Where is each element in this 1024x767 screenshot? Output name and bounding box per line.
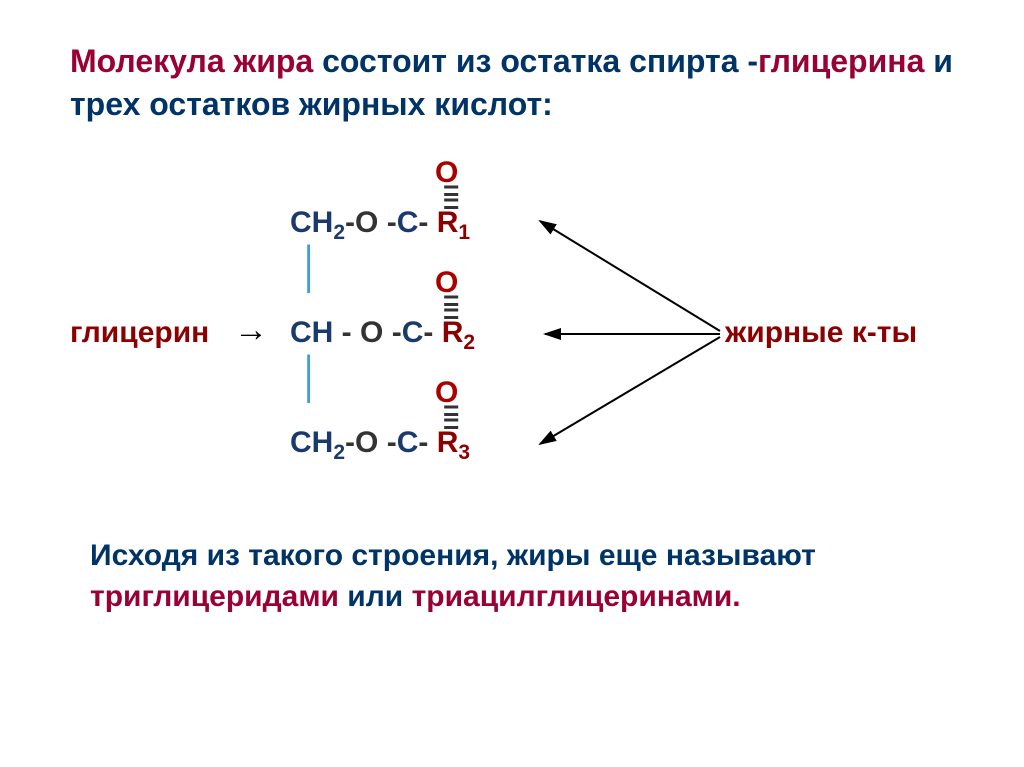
glycerol-arrow: → (234, 311, 268, 350)
chain-row: CH2-O -C- R1 (290, 206, 470, 245)
footer-hl-1: триглицеридами (90, 580, 339, 613)
fatty-acids-label: жирные к-ты (725, 316, 917, 350)
bond-dash: - (418, 426, 436, 459)
bond-dash: - (392, 316, 402, 349)
footer-text: Исходя из такого строения, жиры еще назы… (30, 536, 994, 617)
title-hl-2: глицерина (758, 43, 924, 79)
ch-sub: 2 (333, 441, 345, 464)
bond-dash: - (387, 426, 397, 459)
bond-dash: - (423, 316, 441, 349)
c-atom: C (397, 206, 419, 239)
r-sub: 3 (458, 441, 470, 464)
r-group: R (437, 426, 459, 459)
ch-group: CH (290, 316, 333, 349)
r-group: R (437, 206, 459, 239)
footer-dot: . (732, 580, 740, 613)
title-hl-1: Молекула жира (70, 43, 313, 79)
title-text: Молекула жира состоит из остатка спирта … (30, 40, 994, 126)
footer-plain-2: или (339, 580, 412, 613)
footer-hl-2: триацилглицеринами (412, 580, 733, 613)
c-atom: C (402, 316, 424, 349)
ch-group: CH (290, 206, 333, 239)
backbone-bond: │ (298, 246, 323, 291)
chain-row: CH2-O -C- R3 (290, 426, 470, 465)
bond-dash: -O (345, 426, 387, 459)
r-sub: 1 (458, 221, 470, 244)
title-plain-1: состоит из остатка спирта - (313, 43, 758, 79)
r-group: R (442, 316, 464, 349)
chemical-structure: O == CH2-O -C- R1 │ O == CH - O -C- R2 │… (30, 146, 994, 526)
bond-dash: -O (345, 206, 387, 239)
r-sub: 2 (463, 331, 475, 354)
bond-dash: - (418, 206, 436, 239)
ch-group: CH (290, 426, 333, 459)
bond-dash: - O (333, 316, 391, 349)
glycerol-label: глицерин (70, 316, 209, 350)
ch-sub: 2 (333, 221, 345, 244)
footer-plain-1: Исходя из такого строения, жиры еще назы… (90, 539, 816, 572)
chain-row: CH - O -C- R2 (290, 316, 475, 355)
backbone-bond: │ (298, 356, 323, 401)
c-atom: C (397, 426, 419, 459)
bond-dash: - (387, 206, 397, 239)
